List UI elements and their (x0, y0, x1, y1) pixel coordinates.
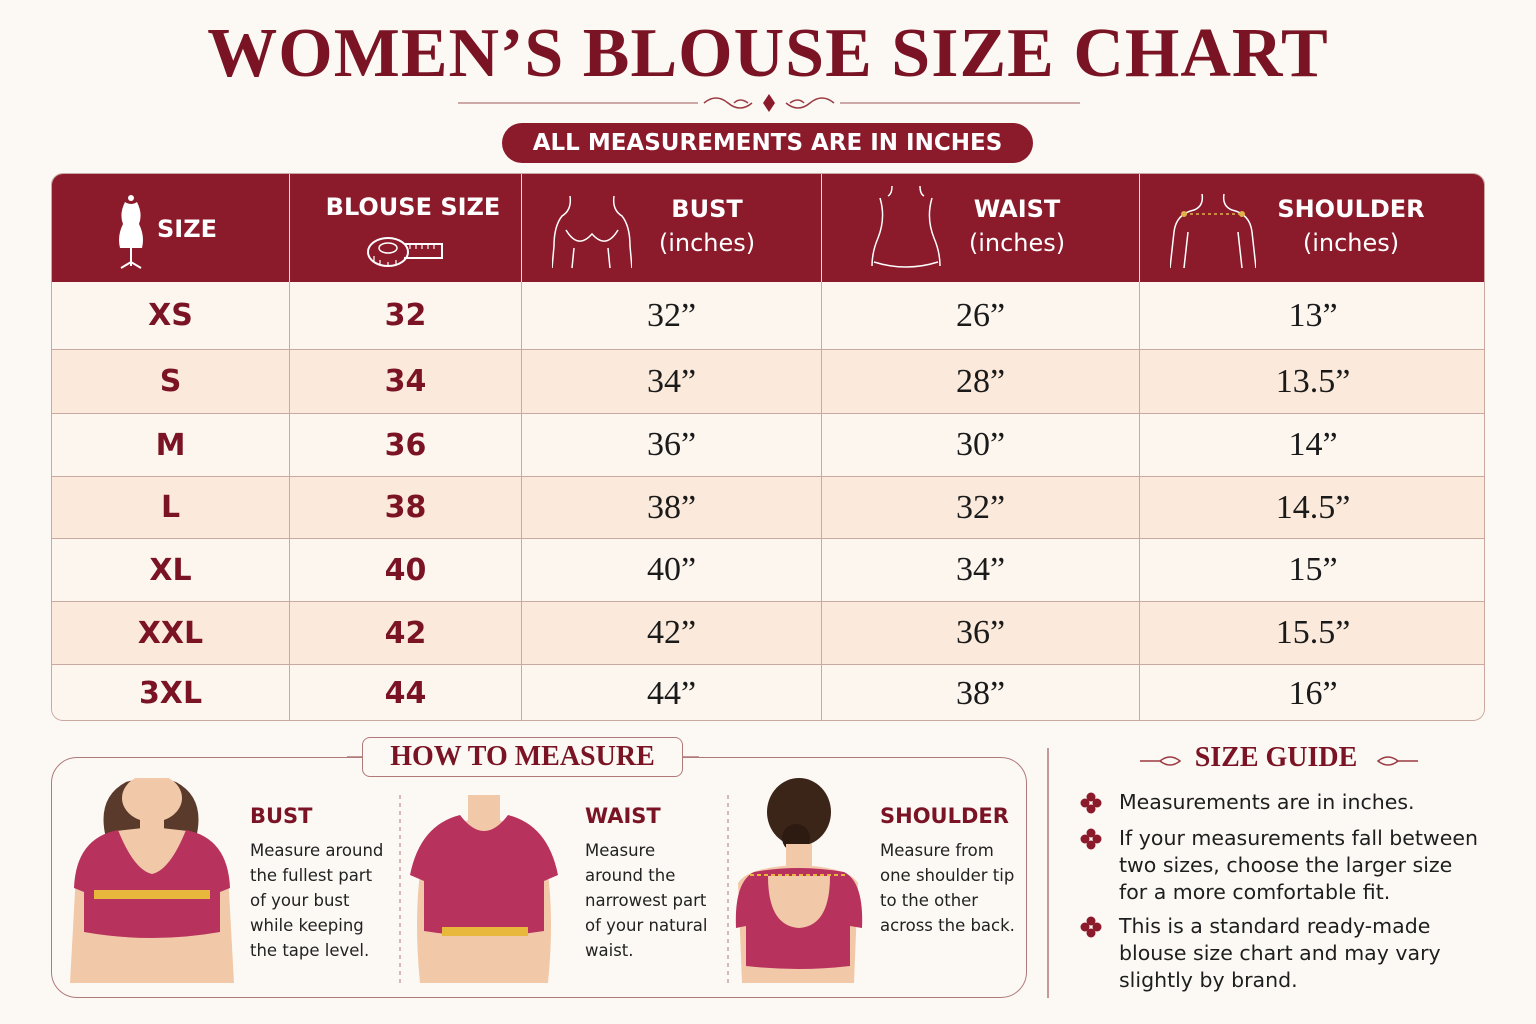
shoulder-illustration (735, 778, 863, 983)
table-cell: 38 (290, 477, 522, 539)
table-cell: 32 (290, 282, 522, 350)
bust-icon (552, 195, 632, 269)
header-cell: WAIST (inches) (822, 174, 1140, 282)
table-cell: 3XL (52, 665, 290, 720)
table-cell: XS (52, 282, 290, 350)
measure-text: Measure around the fullest part of your … (250, 841, 384, 960)
section-divider (1047, 748, 1049, 998)
table-cell: 34” (822, 539, 1140, 602)
table-cell: 36” (822, 602, 1140, 665)
table-cell: 28” (822, 350, 1140, 414)
table-cell: 32” (522, 282, 822, 350)
column-label: BLOUSE SIZE (325, 193, 501, 221)
table-cell: 34 (290, 350, 522, 414)
guide-item: If your measurements fall between two si… (1119, 826, 1478, 904)
bust-illustration (70, 778, 234, 983)
table-cell: 44” (522, 665, 822, 720)
measure-title: SHOULDER (880, 804, 1009, 828)
table-cell: 36” (522, 414, 822, 477)
header-cell: SIZE (52, 174, 290, 282)
table-cell: 15.5” (1140, 602, 1484, 665)
measure-title: WAIST (585, 804, 661, 828)
table-cell: 42 (290, 602, 522, 665)
guide-ornament (1140, 756, 1418, 766)
table-cell: 40” (522, 539, 822, 602)
table-cell: 42” (522, 602, 822, 665)
table-cell: 14.5” (1140, 477, 1484, 539)
table-cell: 38” (522, 477, 822, 539)
bullet (1080, 916, 1102, 938)
page-title: WOMEN’S BLOUSE SIZE CHART (207, 15, 1329, 92)
measure-title: BUST (250, 804, 313, 828)
measure-text: Measure around the narrowest part of you… (585, 841, 708, 960)
bullet (1080, 792, 1102, 814)
size-table: SIZE BLOUSE SIZE BUST (inches) WAIST (in… (51, 173, 1485, 721)
table-cell: 15” (1140, 539, 1484, 602)
table-cell: 13” (1140, 282, 1484, 350)
dress-form-icon (119, 195, 143, 269)
shoulder-icon (1170, 193, 1256, 269)
table-cell: L (52, 477, 290, 539)
column-label: WAIST (973, 195, 1061, 223)
column-label: SIZE (157, 215, 218, 243)
guide-item: This is a standard ready-made blouse siz… (1119, 914, 1441, 992)
table-cell: M (52, 414, 290, 477)
how-to-measure-title: HOW TO MEASURE (362, 737, 683, 777)
column-label: SHOULDER (1277, 195, 1425, 223)
table-cell: S (52, 350, 290, 414)
waist-icon (871, 185, 941, 268)
how-title-ornament (347, 756, 699, 758)
table-cell: 34” (522, 350, 822, 414)
table-cell: 44 (290, 665, 522, 720)
tape-icon (367, 237, 443, 267)
table-cell: 14” (1140, 414, 1484, 477)
header-cell: BLOUSE SIZE (290, 174, 522, 282)
column-unit: (inches) (968, 229, 1066, 257)
size-guide-title: SIZE GUIDE (1194, 742, 1358, 773)
table-cell: 30” (822, 414, 1140, 477)
waist-illustration (410, 795, 558, 983)
measure-text: Measure from one shoulder tip to the oth… (880, 841, 1015, 935)
table-cell: 36 (290, 414, 522, 477)
table-cell: 26” (822, 282, 1140, 350)
table-cell: 40 (290, 539, 522, 602)
table-cell: 13.5” (1140, 350, 1484, 414)
bullet (1080, 828, 1102, 850)
units-badge: ALL MEASUREMENTS ARE IN INCHES (502, 123, 1033, 163)
table-cell: 32” (822, 477, 1140, 539)
column-label: BUST (671, 195, 743, 223)
header-cell: SHOULDER (inches) (1140, 174, 1484, 282)
table-cell: XL (52, 539, 290, 602)
table-cell: 16” (1140, 665, 1484, 720)
table-cell: 38” (822, 665, 1140, 720)
table-cell: XXL (52, 602, 290, 665)
column-unit: (inches) (1302, 229, 1400, 257)
column-unit: (inches) (658, 229, 756, 257)
title-divider (458, 92, 1080, 114)
header-cell: BUST (inches) (522, 174, 822, 282)
guide-item: Measurements are in inches. (1119, 790, 1415, 814)
